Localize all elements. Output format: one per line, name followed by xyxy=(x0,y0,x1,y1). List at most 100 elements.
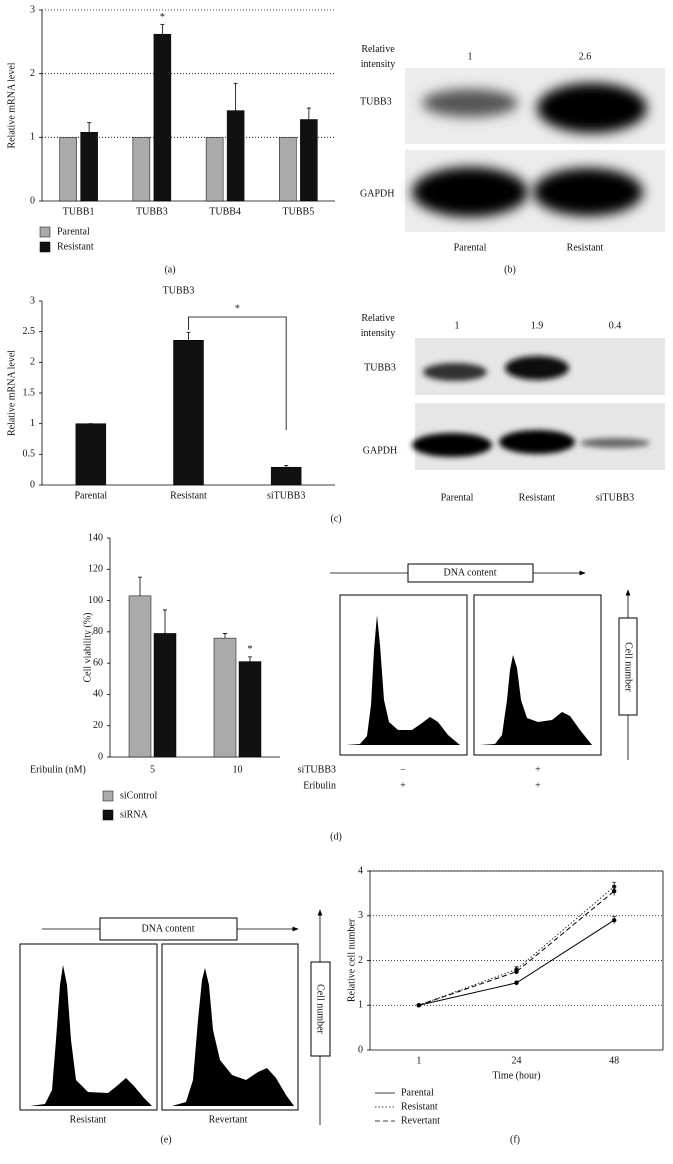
error-bar xyxy=(612,886,617,896)
bar xyxy=(128,595,152,758)
error-bar xyxy=(514,980,519,985)
error-bar xyxy=(87,122,92,133)
x-axis-title: Time (hour) xyxy=(492,1070,540,1081)
panel-label: (d) xyxy=(330,831,342,842)
axis-box xyxy=(407,563,534,583)
band-label: TUBB3 xyxy=(364,362,396,373)
x-tick-label: Resistant xyxy=(170,490,207,501)
y-axis-title: Cell viability (%) xyxy=(82,613,93,683)
error-bar xyxy=(612,916,617,924)
y-tick-label: 100 xyxy=(88,595,103,606)
blot-b: 1 2.6 TUBB3 GAPDH Parental Resistant xyxy=(360,51,665,253)
sample-label: Resistant xyxy=(70,1114,107,1125)
y-tick-label: 1.5 xyxy=(23,387,36,398)
y-tick-label: 0 xyxy=(98,751,103,762)
legend-label: Resistant xyxy=(401,1101,438,1112)
y-tick-label: 0 xyxy=(30,479,35,490)
x-tick-label: 5 xyxy=(150,764,155,775)
y-tick-label: 80 xyxy=(93,626,103,637)
histogram xyxy=(172,968,294,1106)
chart-title: TUBB3 xyxy=(163,285,195,296)
y-tick-label: 1 xyxy=(30,418,35,429)
bar xyxy=(173,340,204,486)
flow-e: DNA content Resistant Revertant Cell num… xyxy=(19,909,331,1125)
intensity: 0.4 xyxy=(609,320,622,331)
lane-label: Resistant xyxy=(567,242,604,253)
y-axis-title: Relative mRNA level xyxy=(6,62,17,148)
histogram-frame xyxy=(19,943,158,1111)
legend-swatch xyxy=(39,226,51,238)
bar xyxy=(213,637,237,758)
legend-label: Revertant xyxy=(401,1115,440,1126)
x-tick-label: TUBB3 xyxy=(136,206,168,217)
y-axis-title: Relative mRNA level xyxy=(6,350,17,436)
intensity: 1 xyxy=(468,51,473,62)
histogram xyxy=(30,965,152,1106)
band-label: TUBB3 xyxy=(360,96,392,107)
bar xyxy=(270,466,302,486)
condition-label: Eribulin xyxy=(303,780,336,791)
significance: * xyxy=(160,12,165,23)
lane-label: Resistant xyxy=(519,492,556,503)
panel-label: (b) xyxy=(504,264,516,275)
error-bar xyxy=(306,107,311,120)
axis-box xyxy=(310,961,331,1057)
histogram-frame xyxy=(339,594,468,756)
significance: * xyxy=(235,303,240,314)
error-bar xyxy=(223,633,227,639)
x-tick-label: Parental xyxy=(74,490,107,501)
y-tick-label: 3 xyxy=(30,295,35,306)
band xyxy=(423,363,487,381)
x-tick-label: TUBB1 xyxy=(63,206,95,217)
y-tick-label: 140 xyxy=(88,532,103,543)
error-bar xyxy=(284,464,289,468)
intensity-label: Relative intensity xyxy=(360,44,396,70)
panel-label: (f) xyxy=(510,1134,520,1145)
y-tick-label: 2 xyxy=(30,357,35,368)
condition-label: siTUBB3 xyxy=(298,764,336,775)
lane-label: Parental xyxy=(441,492,474,503)
y-tick-label: 1 xyxy=(30,132,35,143)
error-bar xyxy=(160,24,165,35)
bar xyxy=(238,661,262,758)
condition-value: + xyxy=(535,764,541,775)
panel-label: (a) xyxy=(164,264,175,275)
y-tick-label: 120 xyxy=(88,564,103,575)
panel-label: (c) xyxy=(330,513,341,524)
error-bar xyxy=(248,656,252,662)
x-tick-label: 48 xyxy=(609,1055,619,1066)
band xyxy=(537,83,647,133)
y-tick-label: 3 xyxy=(358,910,363,921)
y-tick-label: 2 xyxy=(358,955,363,966)
x-axis-title: Eribulin (nM) xyxy=(30,764,86,775)
x-tick-label: 24 xyxy=(512,1055,522,1066)
error-bar xyxy=(233,82,238,111)
band xyxy=(533,168,643,216)
panel-label: (e) xyxy=(160,1134,171,1145)
x-tick-label: 10 xyxy=(233,764,243,775)
y-tick-label: 1 xyxy=(358,1000,363,1011)
histogram xyxy=(480,655,592,745)
flow-d: DNA content Cell number siTUBB3 − + Erib… xyxy=(298,563,638,791)
band xyxy=(499,430,575,454)
legend-label: siRNA xyxy=(120,809,149,820)
histogram xyxy=(346,615,460,745)
bar xyxy=(279,137,297,202)
y-tick-label: 40 xyxy=(93,689,103,700)
legend-label: Parental xyxy=(57,226,90,237)
y-tick-label: 0 xyxy=(358,1044,363,1055)
x-tick-label: siTUBB3 xyxy=(267,490,305,501)
x-tick-label: TUBB4 xyxy=(209,206,241,217)
error-bar xyxy=(186,331,191,341)
bar xyxy=(132,137,151,202)
lane-label: Parental xyxy=(454,242,487,253)
y-tick-label: 0.5 xyxy=(23,449,36,460)
axis-label: DNA content xyxy=(141,923,194,934)
intensity-label: Relative intensity xyxy=(360,313,396,339)
bar xyxy=(59,137,77,202)
significance-bracket xyxy=(188,316,287,430)
legend-swatch xyxy=(102,790,114,802)
band xyxy=(412,433,492,457)
condition-value: + xyxy=(400,780,406,791)
